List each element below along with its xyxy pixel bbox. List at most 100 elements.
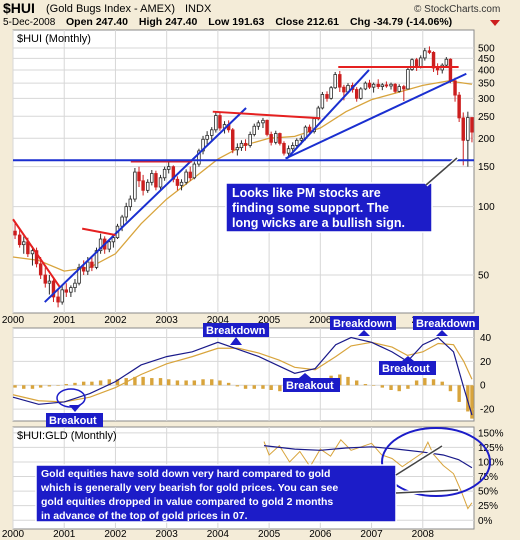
candle-body (367, 82, 372, 88)
candle-body (13, 230, 17, 236)
candle-body (256, 122, 261, 127)
macd-histogram-bar (423, 378, 427, 386)
low-value: 191.63 (232, 16, 264, 28)
x-axis-label-bottom: 2001 (53, 529, 76, 540)
header-credit: © StockCharts.com (414, 4, 500, 15)
breakout-label-box-3 (379, 361, 436, 375)
candle-body (359, 88, 363, 99)
macd-histogram-bar (243, 385, 248, 389)
x-axis-label-bottom: 2000 (2, 529, 25, 540)
x-axis-label: 2002 (104, 315, 127, 326)
header-date: 5-Dec-2008 (3, 17, 56, 28)
candle-body (354, 89, 359, 99)
macd-histogram-bar (397, 385, 401, 392)
macd-histogram-bar (278, 385, 282, 392)
breakout-arrow-3 (402, 356, 414, 361)
macd-histogram-bar (133, 376, 137, 386)
candle-body (77, 266, 81, 284)
candle-body (282, 142, 286, 154)
support-annotation-line-2: finding some support. The (232, 201, 389, 215)
candle-body (188, 171, 192, 179)
candle-body (371, 83, 376, 88)
macd-histogram-bar (457, 385, 461, 402)
macd-histogram-bar (56, 385, 60, 386)
macd-histogram-bar (13, 385, 17, 388)
macd-histogram-bar (30, 385, 35, 389)
open-value: 247.40 (96, 16, 128, 28)
candle-body (43, 274, 47, 284)
ratio-annotation-line-4: in advance of the top of gold prices in … (41, 510, 248, 522)
candle-body (179, 181, 184, 186)
candle-body (166, 166, 171, 170)
candle-body (184, 171, 188, 183)
macd-histogram-bar (354, 380, 359, 386)
x-axis-label-bottom: 2008 (412, 529, 435, 540)
breakout-label-2: Breakout (286, 380, 334, 392)
breakdown-label-1: Breakdown (206, 325, 266, 337)
candle-body (210, 129, 214, 136)
candle-body (17, 234, 22, 246)
pointer-line-1 (425, 157, 458, 186)
ratio-panel-title: $HUI:GLD (Monthly) (17, 430, 117, 442)
price-y-tick-label: 250 (478, 112, 495, 123)
candle-body (376, 83, 380, 87)
macd-histogram-bar (470, 385, 474, 419)
macd-histogram-bar (175, 380, 180, 386)
blue-trendline (285, 72, 467, 160)
breakout-label-box-2 (283, 378, 340, 392)
candle-body (457, 94, 461, 119)
candle-body (47, 280, 52, 284)
candle-body (201, 138, 205, 152)
candle-body (239, 142, 244, 149)
candle-body (380, 84, 385, 87)
ratio-annotation-line-1: Gold equities have sold down very hard c… (41, 468, 330, 480)
candle-body (342, 86, 346, 93)
candle-body (316, 107, 321, 120)
candle-body (414, 59, 419, 68)
candle-body (64, 289, 68, 293)
candle-body (419, 57, 423, 68)
candle-body (214, 115, 218, 131)
price-panel-title: $HUI (Monthly) (17, 33, 91, 45)
candle-body (338, 74, 342, 88)
macd-histogram-bar (466, 385, 470, 412)
candle-body (124, 206, 128, 218)
ratio-circle (381, 427, 491, 497)
candle-body (34, 250, 39, 265)
x-axis-label-bottom: 2003 (156, 529, 179, 540)
price-y-tick-label: 200 (478, 134, 495, 145)
candle-body (94, 250, 99, 268)
price-y-tick-label: 500 (478, 43, 495, 54)
candle-body (261, 119, 265, 124)
candle-body (402, 86, 406, 90)
moving-average-line (12, 80, 473, 272)
breakdown-arrow-1 (230, 337, 242, 345)
candle-body (243, 142, 248, 146)
macd-line (12, 336, 473, 416)
candle-body (325, 94, 329, 99)
macd-histogram-bar (226, 382, 231, 386)
red-trendline (12, 218, 61, 289)
candle-body (38, 263, 43, 276)
candle-body (205, 134, 209, 140)
macd-histogram-bar (431, 379, 436, 386)
x-axis-label: 2005 (258, 315, 281, 326)
candle-body (60, 289, 64, 303)
macd-histogram-bar (38, 385, 43, 388)
price-y-tick-label: 100 (478, 202, 495, 213)
candle-body (107, 241, 112, 250)
support-annotation-box (225, 182, 433, 233)
candle-body (384, 84, 389, 87)
header-ohlc-line: Open 247.40 High 247.40 Low 191.63 Close 212… (66, 16, 452, 28)
breakdown-arrow-2 (358, 330, 370, 336)
candle-body (98, 238, 103, 252)
candle-body (252, 125, 256, 135)
price-panel (12, 29, 475, 314)
macd-histogram-bar (261, 385, 265, 389)
breakdown-label-box-3 (413, 316, 479, 330)
candle-body (269, 134, 273, 143)
candle-body (120, 216, 124, 227)
x-axis-label: 2001 (53, 315, 76, 326)
macd-histogram-bar (406, 385, 410, 389)
x-axis-label-bottom: 2002 (104, 529, 127, 540)
